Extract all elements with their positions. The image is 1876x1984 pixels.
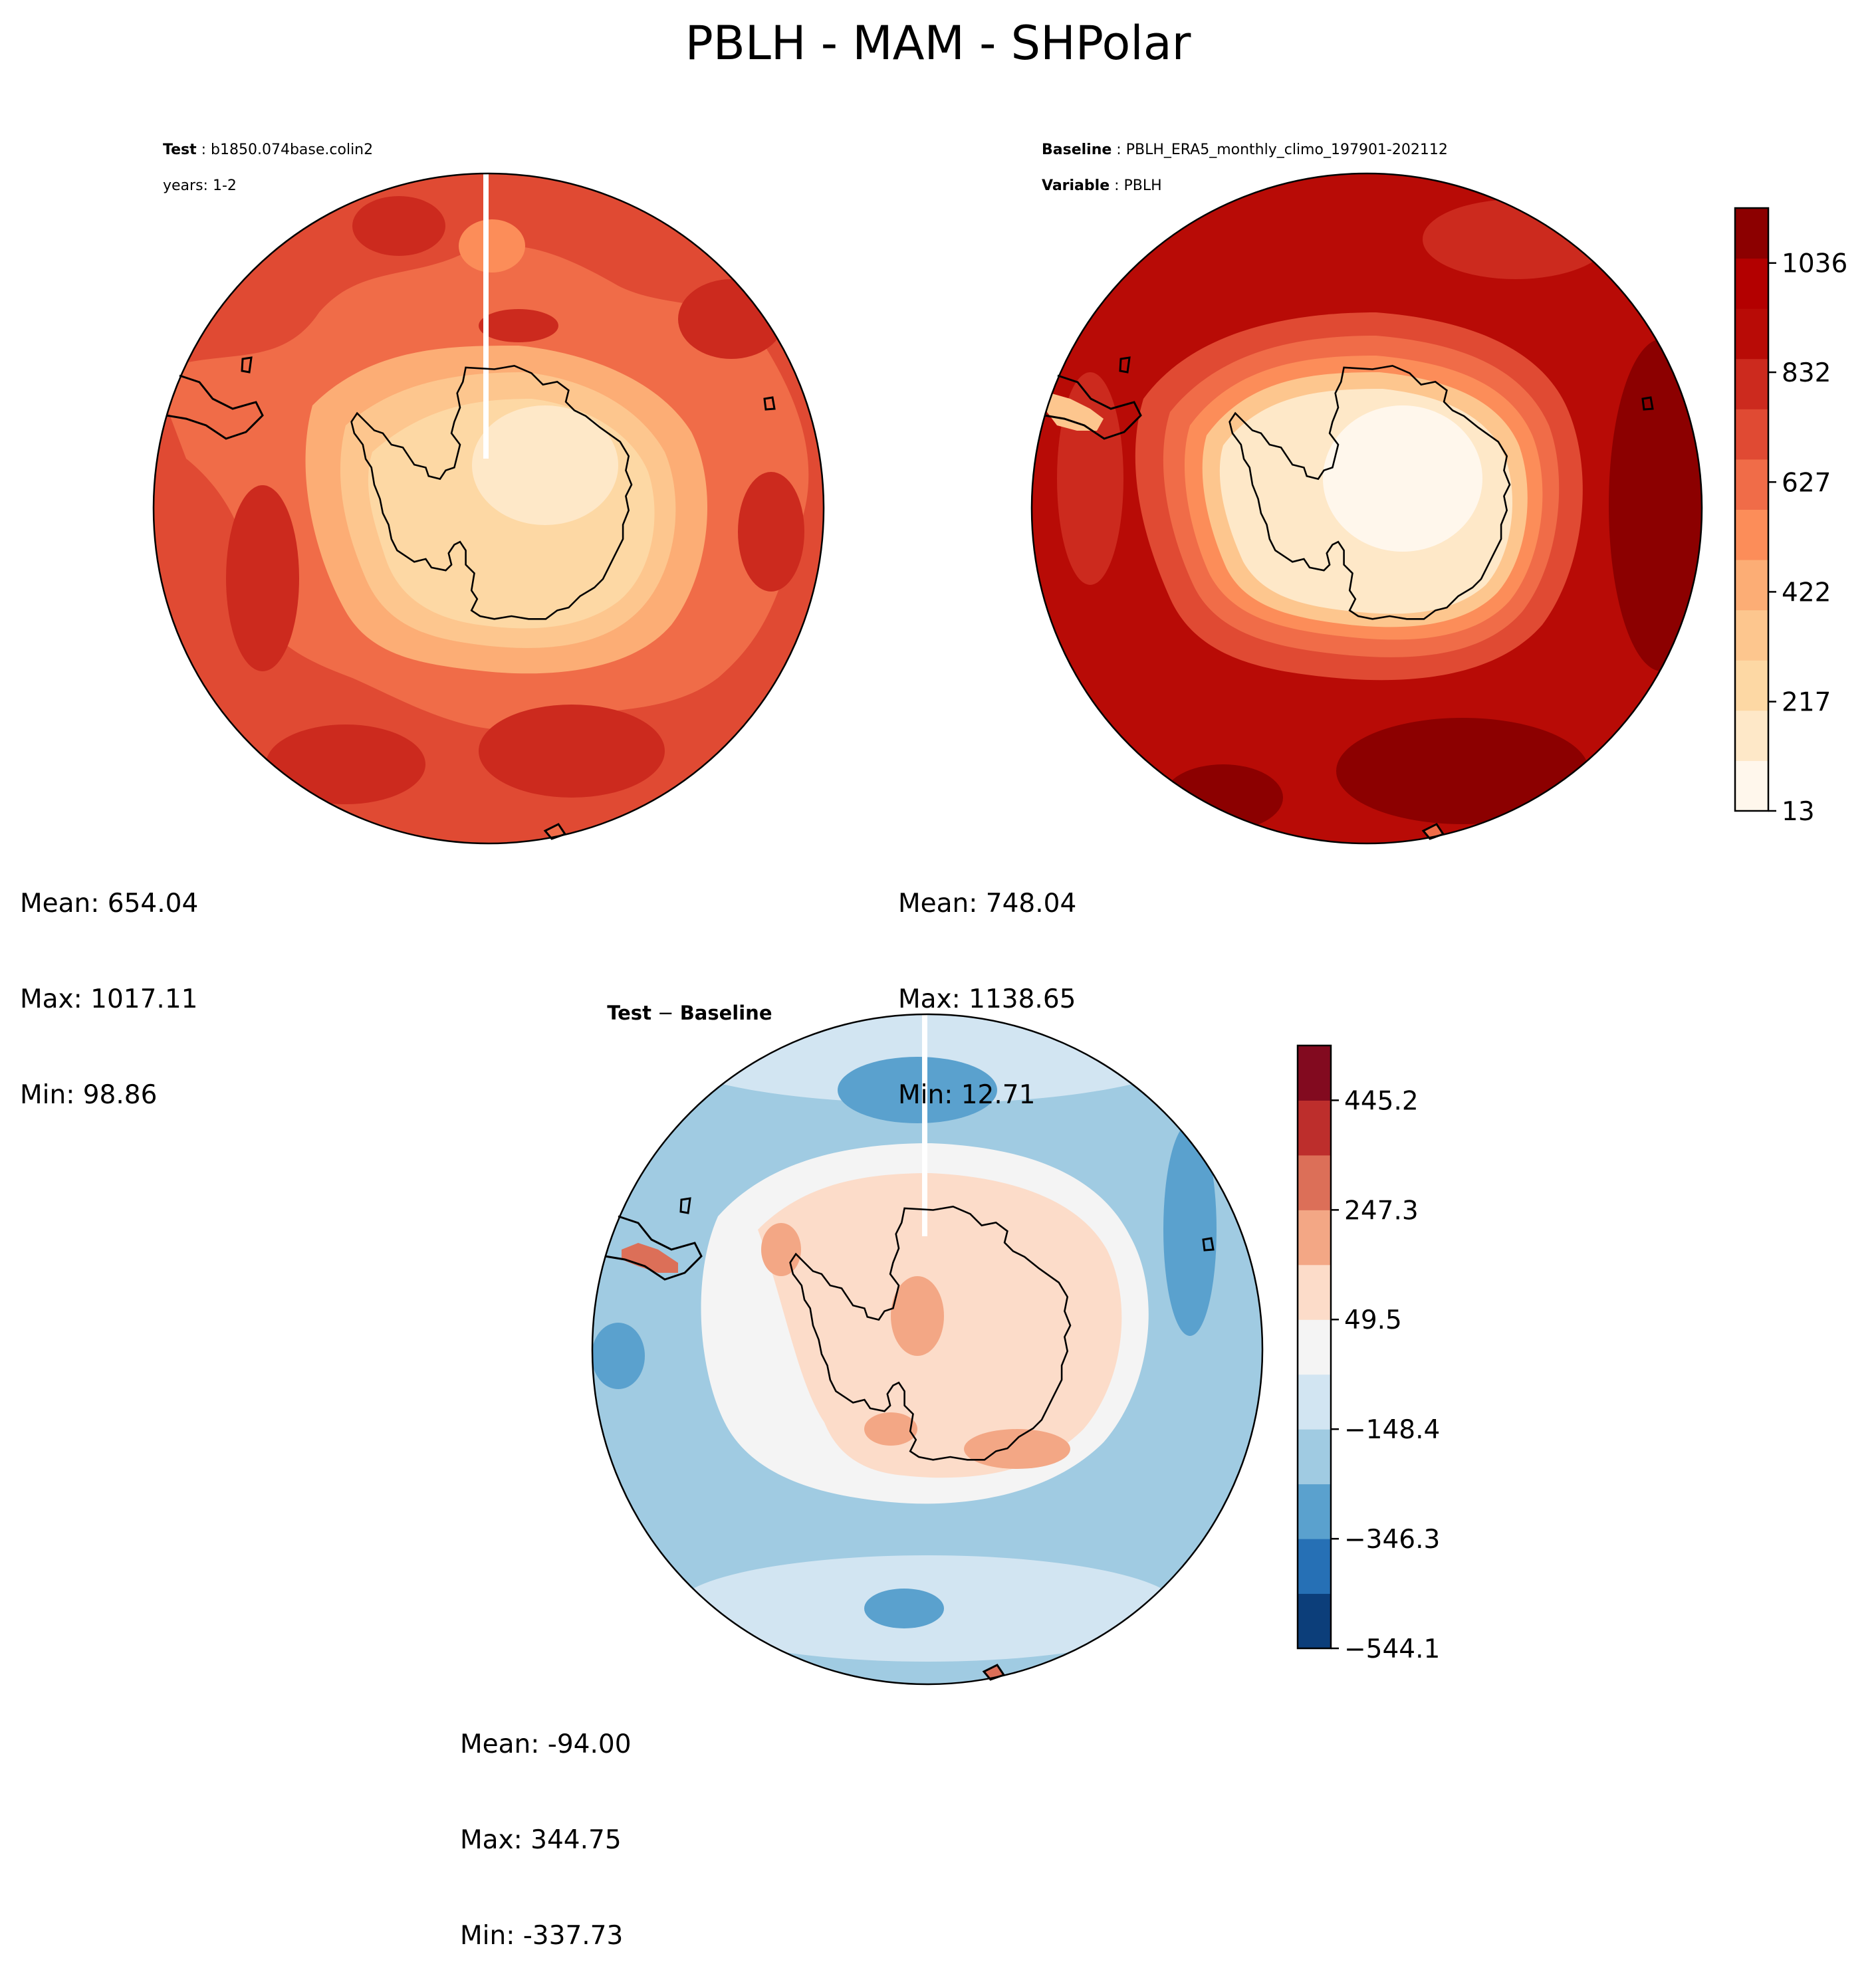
baseline-map <box>1030 172 1703 845</box>
baseline-stats: Mean: 748.04 Max: 1138.65 Min: 12.71 <box>898 824 1076 1143</box>
diff-min: Min: -337.73 <box>460 1921 624 1951</box>
test-max: Max: 1017.11 <box>20 984 198 1014</box>
baseline-colorbar-level-6 <box>1735 459 1768 510</box>
test-min: Min: 98.86 <box>20 1080 158 1110</box>
baseline-colorbar-level-9 <box>1735 308 1768 360</box>
test-years-label: years: 1-2 <box>163 177 237 194</box>
difference-colorbar-frame <box>1296 1044 1332 1650</box>
diff-max: Max: 344.75 <box>460 1825 622 1855</box>
difference-colorbar-level-0 <box>1298 1593 1331 1649</box>
baseline-mean: Mean: 748.04 <box>898 889 1077 919</box>
test-stats: Mean: 654.04 Max: 1017.11 Min: 98.86 <box>20 824 198 1143</box>
diff-title-test: Test <box>607 1002 651 1024</box>
difference-colorbar-level-3 <box>1298 1429 1331 1485</box>
baseline-colorbar-level-2 <box>1735 660 1768 711</box>
baseline-colorbar-level-11 <box>1735 208 1768 259</box>
figure-title: PBLH - MAM - SHPolar <box>685 16 1191 70</box>
diff-stats: Mean: -94.00 Max: 344.75 Min: -337.73 <box>460 1665 632 1984</box>
baseline-colorbar-tick-label: 627 <box>1782 468 1831 498</box>
difference-colorbar-level-4 <box>1298 1374 1331 1430</box>
test-map <box>152 172 825 845</box>
baseline-variable-value: PBLH <box>1123 177 1162 194</box>
baseline-colorbar-tick-label: 422 <box>1782 578 1831 607</box>
baseline-min: Min: 12.71 <box>898 1080 1036 1110</box>
difference-colorbar-level-1 <box>1298 1539 1331 1595</box>
test-mean: Mean: 654.04 <box>20 889 199 919</box>
difference-colorbar-level-5 <box>1298 1319 1331 1375</box>
baseline-colorbar-level-7 <box>1735 409 1768 460</box>
difference-colorbar-level-6 <box>1298 1264 1331 1320</box>
difference-map <box>591 1013 1264 1686</box>
baseline-max: Max: 1138.65 <box>898 984 1076 1014</box>
baseline-colorbar-tick-label: 13 <box>1782 797 1815 827</box>
difference-colorbar-level-7 <box>1298 1210 1331 1266</box>
difference-colorbar-level-8 <box>1298 1155 1331 1210</box>
difference-colorbar-level-10 <box>1298 1046 1331 1101</box>
baseline-panel-subtitle: Baseline : PBLH_ERA5_monthly_climo_19790… <box>1042 142 1448 194</box>
test-label-key: Test <box>163 142 197 158</box>
difference-colorbar-tick-label: −148.4 <box>1344 1415 1440 1445</box>
baseline-colorbar-level-4 <box>1735 560 1768 611</box>
difference-colorbar-tick-label: 445.2 <box>1344 1086 1419 1116</box>
baseline-colorbar-tick-label: 217 <box>1782 688 1831 718</box>
baseline-colorbar-tick-label: 1036 <box>1782 249 1847 279</box>
baseline-colorbar-level-3 <box>1735 609 1768 661</box>
baseline-colorbar-tick-label: 832 <box>1782 358 1831 388</box>
difference-colorbar: −544.1 −346.3 −148.4 49.5 247.3 445.2 <box>1296 1044 1440 1664</box>
baseline-colorbar: 13 217 422 627 832 1036 <box>1734 207 1847 827</box>
difference-colorbar-level-2 <box>1298 1484 1331 1539</box>
baseline-colorbar-level-10 <box>1735 258 1768 309</box>
test-panel-subtitle: Test : b1850.074base.colin2 years: 1-2 <box>163 142 374 194</box>
difference-colorbar-tick-label: −544.1 <box>1344 1634 1440 1664</box>
baseline-colorbar-level-5 <box>1735 509 1768 560</box>
diff-title-baseline: Baseline <box>679 1002 772 1024</box>
diff-panel-title: Test − Baseline <box>607 1002 772 1024</box>
baseline-colorbar-level-8 <box>1735 358 1768 409</box>
diff-mean: Mean: -94.00 <box>460 1729 632 1759</box>
difference-colorbar-tick-label: 49.5 <box>1344 1305 1402 1335</box>
figure-canvas: 13 217 422 627 832 1036 −544.1 −346.3 −148.4 49.… <box>152 172 1847 1686</box>
difference-colorbar-tick-label: −346.3 <box>1344 1525 1440 1555</box>
baseline-colorbar-frame <box>1734 207 1770 812</box>
difference-colorbar-level-9 <box>1298 1100 1331 1156</box>
baseline-colorbar-level-0 <box>1735 760 1768 812</box>
difference-colorbar-tick-label: 247.3 <box>1344 1196 1419 1226</box>
baseline-colorbar-level-1 <box>1735 710 1768 761</box>
baseline-label-key: Baseline <box>1042 142 1112 158</box>
baseline-variable-key: Variable <box>1042 177 1110 194</box>
test-label-value: b1850.074base.colin2 <box>211 142 374 158</box>
baseline-label-value: PBLH_ERA5_monthly_climo_197901-202112 <box>1125 142 1448 158</box>
